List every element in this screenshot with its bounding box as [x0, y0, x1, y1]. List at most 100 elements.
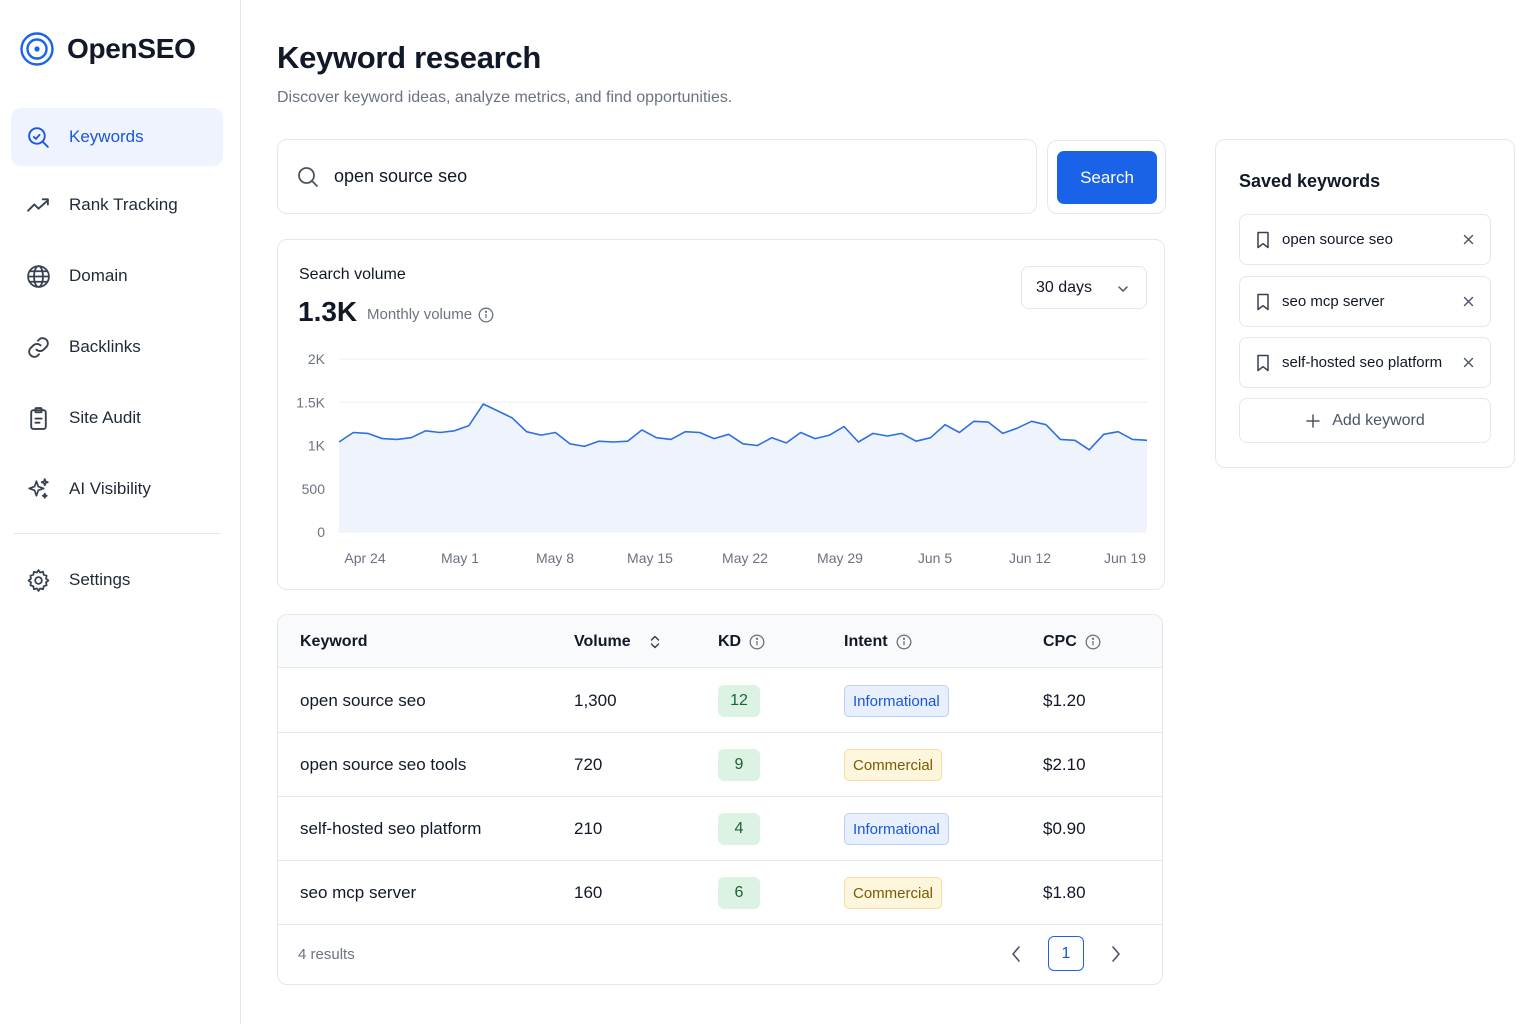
trending-up-icon: [25, 192, 51, 218]
volume-line: [338, 403, 1148, 451]
sidebar-item-rank-tracking[interactable]: Rank Tracking: [11, 176, 223, 234]
cpc-cell: $1.80: [1043, 883, 1086, 902]
y-tick-label: 2K: [308, 351, 326, 367]
y-tick-label: 1K: [308, 438, 326, 454]
sidebar-divider: [14, 533, 220, 534]
sidebar-item-label: Domain: [69, 266, 128, 285]
table-row[interactable]: seo mcp server 160 6 Commercial $1.80: [278, 861, 1162, 925]
column-header-label: Volume: [574, 633, 631, 650]
column-header-label: CPC: [1043, 633, 1077, 650]
cpc-cell: $0.90: [1043, 819, 1086, 838]
page-title: Keyword research: [277, 40, 541, 75]
sparkles-icon: [25, 476, 51, 502]
logo-target-icon: [20, 32, 54, 66]
range-select[interactable]: 30 days: [1021, 266, 1147, 309]
link-icon: [25, 334, 51, 360]
sidebar-item-label: Settings: [69, 570, 131, 589]
sidebar-item-keywords[interactable]: Keywords: [11, 108, 223, 166]
keyword-cell: self-hosted seo platform: [300, 819, 482, 838]
kd-badge: 12: [718, 685, 760, 717]
intent-badge: Commercial: [844, 749, 943, 781]
x-tick-label: May 29: [817, 550, 863, 566]
kd-badge: 9: [718, 749, 760, 781]
info-icon[interactable]: [896, 634, 912, 650]
logo[interactable]: OpenSEO: [20, 32, 196, 66]
x-tick-label: Jun 12: [1009, 550, 1051, 566]
sidebar-item-settings[interactable]: Settings: [11, 551, 223, 609]
y-tick-label: 1.5K: [296, 394, 325, 410]
clipboard-icon: [25, 405, 51, 431]
info-icon[interactable]: [749, 634, 765, 650]
saved-keyword-item[interactable]: seo mcp server: [1239, 276, 1491, 327]
monthly-volume-label: Monthly volume: [367, 306, 494, 323]
sidebar-item-ai-visibility[interactable]: AI Visibility: [11, 460, 223, 518]
sidebar-item-label: Site Audit: [69, 408, 141, 427]
volume-cell: 720: [574, 755, 603, 774]
column-header-label: KD: [718, 633, 742, 650]
x-tick-label: May 15: [627, 550, 673, 566]
volume-area: [339, 404, 1147, 532]
table-row[interactable]: open source seo 1,300 12 Informational $…: [278, 669, 1162, 733]
saved-keywords-card: Saved keywords open source seo seo mcp s…: [1215, 139, 1515, 468]
column-header-volume[interactable]: Volume: [574, 633, 663, 651]
remove-icon[interactable]: [1461, 294, 1476, 309]
chevron-left-icon[interactable]: [1006, 943, 1026, 965]
info-icon[interactable]: [1085, 634, 1101, 650]
saved-keyword-item[interactable]: open source seo: [1239, 214, 1491, 265]
column-header-label: Intent: [844, 633, 888, 650]
keyword-cell: open source seo: [300, 691, 426, 710]
saved-keyword-label: self-hosted seo platform: [1282, 354, 1443, 371]
table-row[interactable]: self-hosted seo platform 210 4 Informati…: [278, 797, 1162, 861]
volume-cell: 1,300: [574, 691, 617, 710]
app-name: OpenSEO: [67, 33, 196, 64]
kd-badge: 4: [718, 813, 760, 845]
intent-badge: Informational: [844, 685, 949, 717]
volume-cell: 210: [574, 819, 603, 838]
globe-icon: [25, 263, 51, 289]
sidebar: OpenSEO Keywords Rank Tracking Domain Ba…: [0, 0, 241, 1024]
sidebar-item-label: AI Visibility: [69, 479, 151, 498]
keyword-search-icon: [25, 124, 51, 150]
sidebar-item-site-audit[interactable]: Site Audit: [11, 389, 223, 447]
search-button-container: Search: [1047, 140, 1166, 214]
volume-cell: 160: [574, 883, 603, 902]
search-box[interactable]: [277, 139, 1037, 214]
results-count: 4 results: [298, 946, 355, 963]
sort-icon[interactable]: [647, 634, 663, 650]
saved-keyword-item[interactable]: self-hosted seo platform: [1239, 337, 1491, 388]
sidebar-item-domain[interactable]: Domain: [11, 247, 223, 305]
add-keyword-button[interactable]: Add keyword: [1239, 398, 1491, 443]
remove-icon[interactable]: [1461, 355, 1476, 370]
chevron-down-icon: [1118, 286, 1128, 293]
search-input[interactable]: [334, 166, 934, 187]
column-header-keyword[interactable]: Keyword: [300, 633, 368, 651]
page-subtitle: Discover keyword ideas, analyze metrics,…: [277, 89, 733, 106]
x-tick-label: Jun 5: [918, 550, 952, 566]
remove-icon[interactable]: [1461, 232, 1476, 247]
search-volume-chart: 2K 1.5K 1K 500 0 Apr 24 May 1 May 8 May 15 May 22…: [296, 351, 1148, 566]
search-button[interactable]: Search: [1057, 151, 1157, 204]
column-header-cpc[interactable]: CPC: [1043, 633, 1101, 651]
kd-badge: 6: [718, 877, 760, 909]
column-header-kd[interactable]: KD: [718, 633, 765, 651]
table-header: Keyword Volume KD Intent CPC: [278, 615, 1162, 668]
sidebar-item-backlinks[interactable]: Backlinks: [11, 318, 223, 376]
chevron-right-icon[interactable]: [1106, 943, 1126, 965]
table-row[interactable]: open source seo tools 720 9 Commercial $…: [278, 733, 1162, 797]
x-tick-label: Apr 24: [344, 550, 385, 566]
search-icon: [298, 166, 318, 187]
add-keyword-label: Add keyword: [1332, 411, 1425, 429]
page-number-button[interactable]: 1: [1048, 936, 1084, 971]
x-tick-label: May 8: [536, 550, 574, 566]
column-header-label: Keyword: [300, 633, 368, 650]
cpc-cell: $2.10: [1043, 755, 1086, 774]
info-icon[interactable]: [478, 307, 494, 323]
bookmark-icon: [1257, 293, 1269, 310]
keyword-cell: seo mcp server: [300, 883, 417, 902]
search-volume-card: Search volume 1.3K Monthly volume 30 day…: [277, 239, 1165, 590]
y-tick-label: 500: [302, 481, 326, 497]
saved-keywords-title: Saved keywords: [1239, 171, 1381, 191]
column-header-intent[interactable]: Intent: [844, 633, 912, 651]
cpc-cell: $1.20: [1043, 691, 1086, 710]
sidebar-item-label: Rank Tracking: [69, 195, 178, 214]
